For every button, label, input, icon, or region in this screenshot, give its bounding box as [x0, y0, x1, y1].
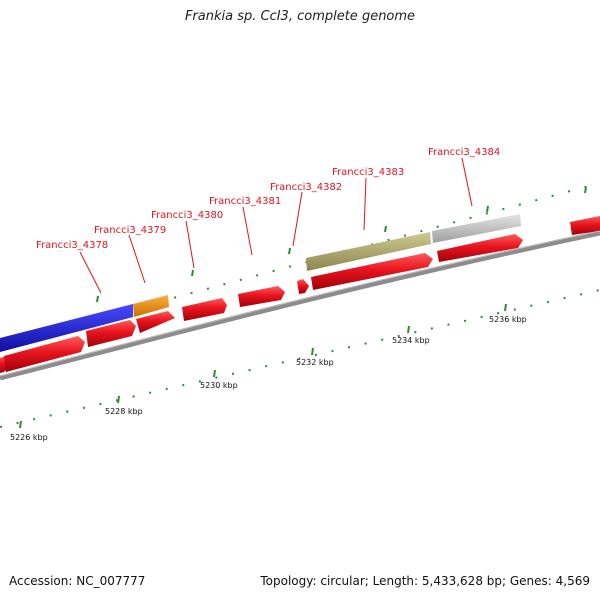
outer-major-tick	[288, 247, 291, 255]
inner-tick-ruler	[0, 289, 600, 429]
ruler-labels: 5226 kbp 5228 kbp 5230 kbp 5232 kbp 5234…	[10, 315, 527, 442]
outer-major-tick	[486, 205, 489, 213]
inner-major-tick	[407, 325, 410, 334]
ruler-label: 5228 kbp	[105, 407, 143, 416]
label-leaders	[79, 157, 473, 294]
gene-label: Francci3_4384	[428, 147, 500, 158]
leader-line	[79, 251, 102, 294]
cds-track	[0, 216, 600, 373]
gene-label: Francci3_4381	[209, 196, 281, 207]
gene-label: Francci3_4380	[151, 210, 223, 221]
cds-arrow	[4, 336, 85, 372]
outer-major-tick	[96, 295, 99, 303]
cds-arrow	[238, 286, 285, 307]
gene-label: Francci3_4378	[36, 240, 108, 251]
outer-major-tick	[584, 186, 587, 194]
cds-arrow	[570, 216, 600, 235]
feature-track	[0, 214, 521, 352]
outer-major-tick	[384, 225, 387, 233]
gene-labels: Francci3_4378 Francci3_4379 Francci3_438…	[36, 147, 500, 251]
feature-bar-blue	[0, 304, 133, 352]
feature-bar-olive	[306, 232, 431, 271]
cds-arrow	[86, 320, 136, 347]
leader-line	[185, 220, 195, 269]
cds-arrow	[437, 234, 523, 262]
leader-line	[363, 177, 367, 231]
ruler-label: 5236 kbp	[489, 315, 527, 324]
inner-major-tick	[311, 347, 314, 356]
inner-minor-ticks	[0, 289, 600, 428]
cds-arrow	[182, 298, 227, 321]
gene-label: Francci3_4383	[332, 167, 404, 178]
leader-line	[242, 206, 253, 256]
gene-label: Francci3_4379	[94, 225, 166, 236]
inner-major-tick	[19, 420, 22, 429]
genome-summary-text: Topology: circular; Length: 5,433,628 bp…	[260, 574, 590, 588]
leader-line	[461, 157, 473, 207]
inner-major-tick	[213, 369, 216, 378]
ruler-label: 5232 kbp	[296, 358, 334, 367]
cds-arrow	[311, 253, 433, 290]
outer-major-tick	[191, 269, 194, 277]
leader-line	[292, 191, 303, 247]
inner-major-tick	[117, 395, 120, 404]
ruler-label: 5230 kbp	[200, 381, 238, 390]
ruler-label: 5226 kbp	[10, 433, 48, 442]
inner-major-tick	[504, 303, 507, 312]
leader-line	[128, 234, 146, 284]
accession-text: Accession: NC_007777	[9, 574, 146, 588]
map-title: Frankia sp. CcI3, complete genome	[184, 9, 416, 24]
feature-bar-gray	[432, 214, 521, 243]
feature-bar-orange	[133, 295, 169, 317]
ruler-label: 5234 kbp	[392, 336, 430, 345]
outer-tick-ruler	[9, 182, 600, 343]
genome-backbone	[0, 230, 600, 381]
cds-arrow	[136, 311, 175, 333]
gene-label: Francci3_4382	[270, 182, 342, 193]
cds-arrow	[297, 279, 309, 294]
